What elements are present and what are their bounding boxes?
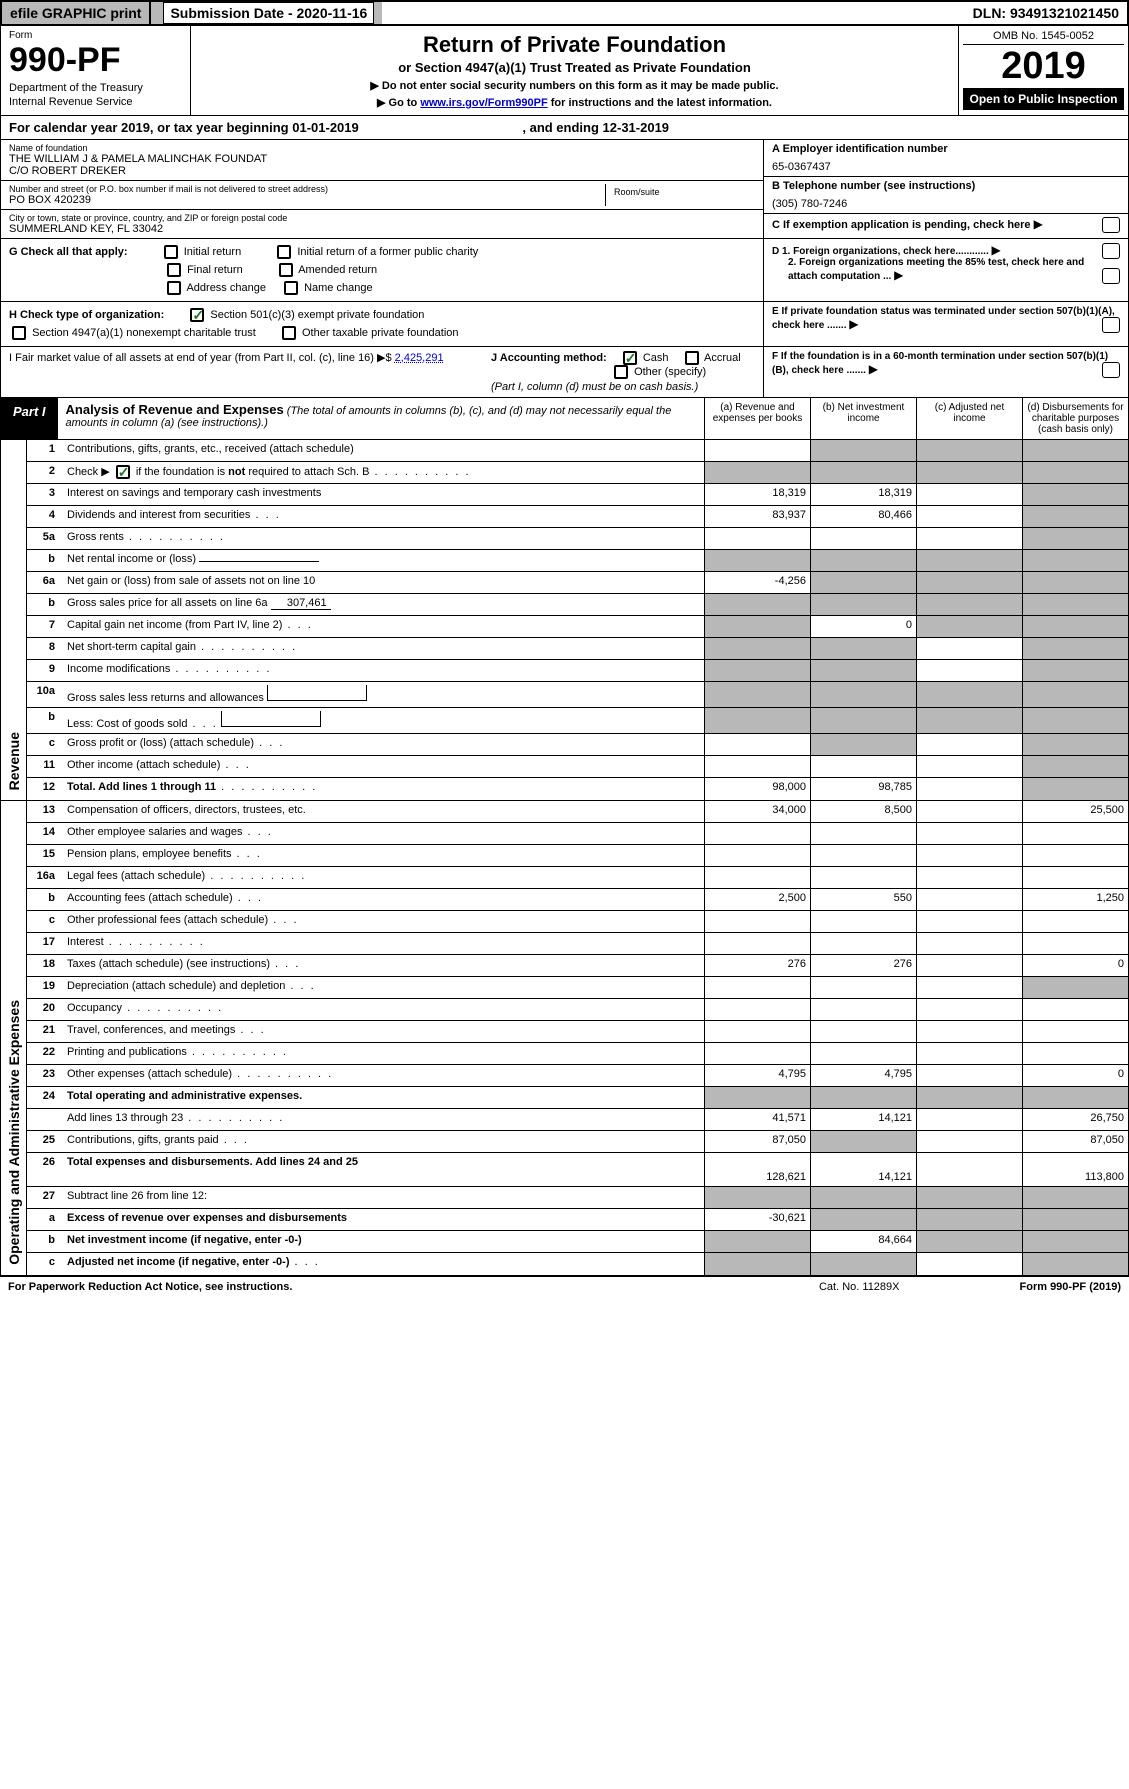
- top-bar: efile GRAPHIC print Submission Date - 20…: [0, 0, 1129, 26]
- irs-link[interactable]: www.irs.gov/Form990PF: [420, 97, 547, 109]
- final-return-checkbox[interactable]: [167, 263, 181, 277]
- cash-checkbox[interactable]: [623, 351, 637, 365]
- other-method-checkbox[interactable]: [614, 365, 628, 379]
- initial-former-checkbox[interactable]: [277, 245, 291, 259]
- form-footer-label: Form 990-PF (2019): [1020, 1281, 1122, 1293]
- ein-label: A Employer identification number: [772, 143, 1120, 155]
- f-label: F If the foundation is in a 60-month ter…: [772, 351, 1108, 376]
- f-checkbox[interactable]: [1102, 362, 1120, 378]
- e-checkbox[interactable]: [1102, 317, 1120, 333]
- form-title: Return of Private Foundation: [197, 32, 952, 58]
- expenses-side-label: Operating and Administrative Expenses: [6, 1000, 22, 1265]
- efile-button[interactable]: efile GRAPHIC print: [2, 2, 151, 24]
- name-label: Name of foundation: [9, 143, 755, 153]
- d1-label: D 1. Foreign organizations, check here..…: [772, 246, 989, 257]
- submission-date: Submission Date - 2020-11-16: [151, 2, 382, 24]
- 4947-checkbox[interactable]: [12, 326, 26, 340]
- 501c3-checkbox[interactable]: [190, 308, 204, 322]
- open-public-badge: Open to Public Inspection: [963, 88, 1124, 110]
- exemption-checkbox[interactable]: [1102, 217, 1120, 233]
- col-a-header: (a) Revenue and expenses per books: [704, 398, 810, 439]
- revenue-side-label: Revenue: [6, 732, 22, 790]
- cat-number: Cat. No. 11289X: [819, 1281, 900, 1293]
- name-change-checkbox[interactable]: [284, 281, 298, 295]
- address-label: Number and street (or P.O. box number if…: [9, 184, 605, 194]
- e-label: E If private foundation status was termi…: [772, 306, 1115, 331]
- initial-return-checkbox[interactable]: [164, 245, 178, 259]
- city-value: SUMMERLAND KEY, FL 33042: [9, 223, 755, 235]
- col-d-header: (d) Disbursements for charitable purpose…: [1022, 398, 1128, 439]
- amended-checkbox[interactable]: [279, 263, 293, 277]
- revenue-section: Revenue 1Contributions, gifts, grants, e…: [0, 440, 1129, 801]
- d2-label: 2. Foreign organizations meeting the 85%…: [788, 257, 1084, 282]
- foundation-name: THE WILLIAM J & PAMELA MALINCHAK FOUNDAT: [9, 153, 755, 165]
- col-b-header: (b) Net investment income: [810, 398, 916, 439]
- expenses-section: Operating and Administrative Expenses 13…: [0, 801, 1129, 1276]
- part1-label: Part I: [1, 398, 58, 439]
- omb-number: OMB No. 1545-0052: [963, 30, 1124, 45]
- check-section-ij: I Fair market value of all assets at end…: [0, 347, 1129, 398]
- phone-value: (305) 780-7246: [772, 192, 1120, 210]
- col-c-header: (c) Adjusted net income: [916, 398, 1022, 439]
- form-subtitle: or Section 4947(a)(1) Trust Treated as P…: [197, 60, 952, 75]
- ssn-note: ▶ Do not enter social security numbers o…: [197, 79, 952, 92]
- dln-label: DLN: 93491321021450: [965, 2, 1127, 24]
- address-change-checkbox[interactable]: [167, 281, 181, 295]
- sch-b-checkbox[interactable]: [116, 465, 130, 479]
- foundation-info: Name of foundation THE WILLIAM J & PAMEL…: [0, 140, 1129, 239]
- other-taxable-checkbox[interactable]: [282, 326, 296, 340]
- fmv-value: 2,425,291: [395, 352, 444, 364]
- goto-note: ▶ Go to www.irs.gov/Form990PF for instru…: [197, 96, 952, 109]
- city-label: City or town, state or province, country…: [9, 213, 755, 223]
- tax-year: 2019: [963, 45, 1124, 88]
- exemption-label: C If exemption application is pending, c…: [772, 219, 1031, 231]
- room-label: Room/suite: [614, 187, 747, 197]
- paperwork-notice: For Paperwork Reduction Act Notice, see …: [8, 1281, 292, 1293]
- page-footer: For Paperwork Reduction Act Notice, see …: [0, 1276, 1129, 1297]
- address: PO BOX 420239: [9, 194, 605, 206]
- form-header: Form 990-PF Department of the Treasury I…: [0, 26, 1129, 116]
- check-section-h: H Check type of organization: Section 50…: [0, 302, 1129, 347]
- form-number: 990-PF: [9, 41, 182, 80]
- calendar-year-row: For calendar year 2019, or tax year begi…: [0, 116, 1129, 140]
- care-of: C/O ROBERT DREKER: [9, 165, 755, 177]
- d1-checkbox[interactable]: [1102, 243, 1120, 259]
- ein-value: 65-0367437: [772, 155, 1120, 173]
- part1-header: Part I Analysis of Revenue and Expenses …: [0, 398, 1129, 440]
- irs-label: Internal Revenue Service: [9, 96, 182, 108]
- check-section-g: G Check all that apply: Initial return I…: [0, 239, 1129, 302]
- dept-treasury: Department of the Treasury: [9, 82, 182, 94]
- d2-checkbox[interactable]: [1102, 268, 1120, 284]
- phone-label: B Telephone number (see instructions): [772, 180, 1120, 192]
- accrual-checkbox[interactable]: [685, 351, 699, 365]
- form-label: Form: [9, 30, 182, 41]
